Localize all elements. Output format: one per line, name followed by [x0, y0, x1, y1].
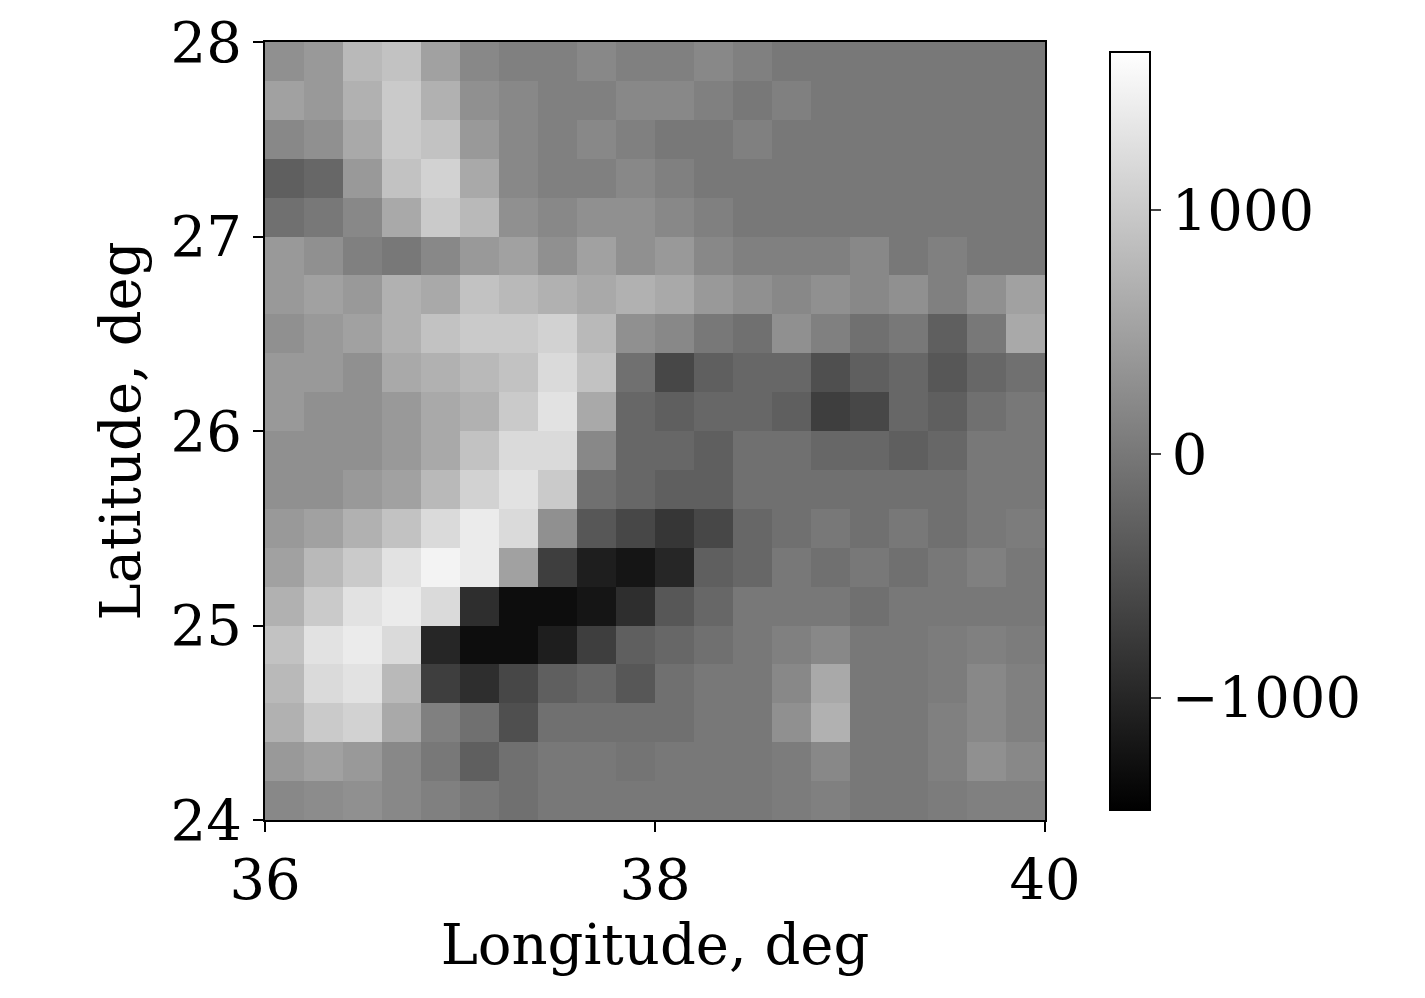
- svg-text:28: 28: [171, 10, 242, 75]
- svg-text:40: 40: [1009, 847, 1080, 912]
- svg-text:26: 26: [171, 399, 242, 464]
- svg-text:1000: 1000: [1172, 178, 1315, 243]
- svg-text:38: 38: [619, 847, 690, 912]
- svg-text:0: 0: [1172, 422, 1208, 487]
- svg-text:Longitude, deg: Longitude, deg: [441, 912, 870, 977]
- svg-text:Latitude, deg: Latitude, deg: [88, 242, 153, 621]
- svg-text:24: 24: [171, 788, 242, 853]
- svg-text:25: 25: [171, 593, 242, 658]
- svg-text:36: 36: [229, 847, 300, 912]
- svg-text:27: 27: [171, 204, 242, 269]
- svg-text:−1000: −1000: [1172, 665, 1361, 730]
